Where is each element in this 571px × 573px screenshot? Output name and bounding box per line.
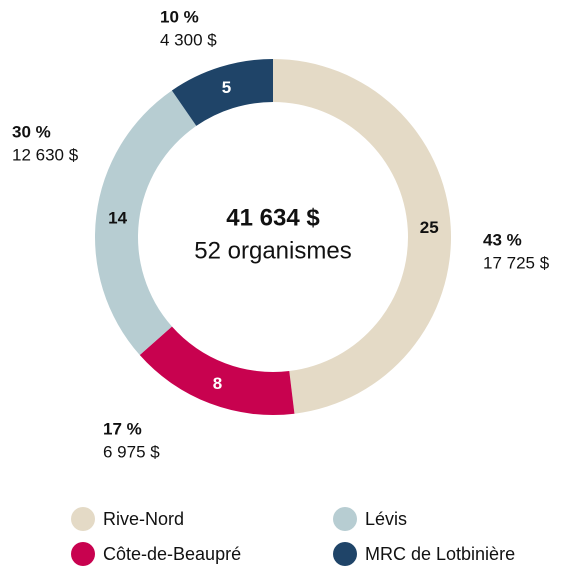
donut-segment xyxy=(139,326,295,415)
donut-segment xyxy=(273,59,451,414)
legend-swatch xyxy=(71,507,95,531)
count-label: 5 xyxy=(222,78,231,97)
amount-label: 6 975 $ xyxy=(103,442,160,461)
percentage-label: 17 % xyxy=(103,419,142,438)
legend-swatch xyxy=(333,542,357,566)
legend-label: Lévis xyxy=(365,509,407,529)
amount-label: 4 300 $ xyxy=(160,30,217,49)
amount-label: 17 725 $ xyxy=(483,253,550,272)
percentage-label: 30 % xyxy=(12,122,51,141)
center-title: 41 634 $ xyxy=(226,204,320,231)
legend-swatch xyxy=(71,542,95,566)
count-label: 8 xyxy=(213,374,222,393)
percentage-label: 43 % xyxy=(483,230,522,249)
donut-segment xyxy=(171,59,273,126)
amount-label: 12 630 $ xyxy=(12,145,79,164)
legend-swatch xyxy=(333,507,357,531)
percentage-label: 10 % xyxy=(160,7,199,26)
count-label: 14 xyxy=(108,209,127,228)
count-label: 25 xyxy=(420,218,439,237)
legend-label: MRC de Lotbinière xyxy=(365,544,515,564)
center-subtitle: 52 organismes xyxy=(194,237,351,264)
legend-label: Côte-de-Beaupré xyxy=(103,544,241,564)
legend-label: Rive-Nord xyxy=(103,509,184,529)
donut-segment xyxy=(94,90,197,356)
